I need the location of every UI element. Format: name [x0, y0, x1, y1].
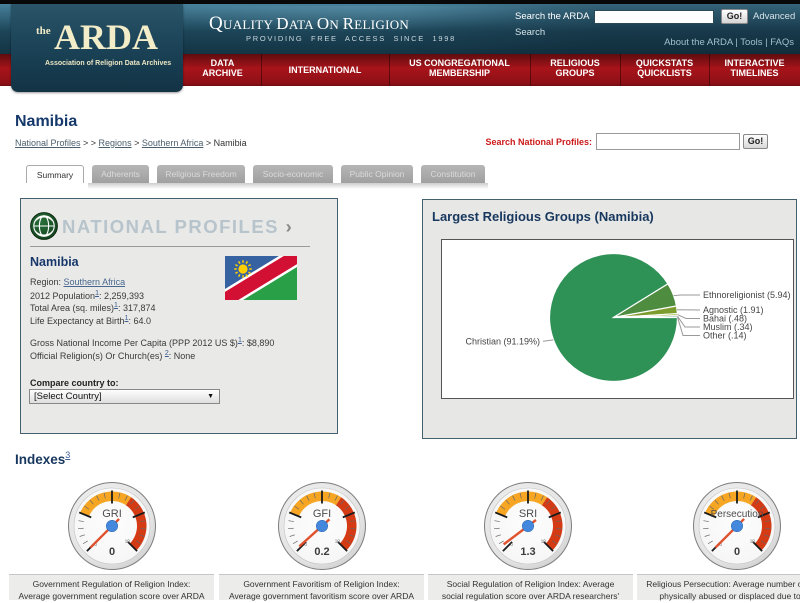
svg-text:10: 10 [750, 539, 756, 544]
svg-text:10: 10 [335, 539, 341, 544]
svg-text:GRI: GRI [102, 508, 122, 520]
svg-text:0: 0 [510, 542, 513, 547]
svg-text:GFI: GFI [313, 508, 331, 520]
svg-text:0: 0 [734, 546, 740, 558]
svg-text:Persecution: Persecution [711, 509, 764, 520]
svg-text:10: 10 [125, 539, 131, 544]
svg-text:Other (.14): Other (.14) [703, 331, 747, 341]
svg-text:10: 10 [541, 539, 547, 544]
svg-text:SRI: SRI [519, 508, 537, 520]
svg-text:Christian (91.19%): Christian (91.19%) [465, 336, 540, 346]
svg-text:1.3: 1.3 [520, 546, 535, 558]
svg-text:0.2: 0.2 [314, 546, 329, 558]
svg-text:0: 0 [109, 546, 115, 558]
svg-text:Ethnoreligionist (5.94): Ethnoreligionist (5.94) [703, 290, 791, 300]
